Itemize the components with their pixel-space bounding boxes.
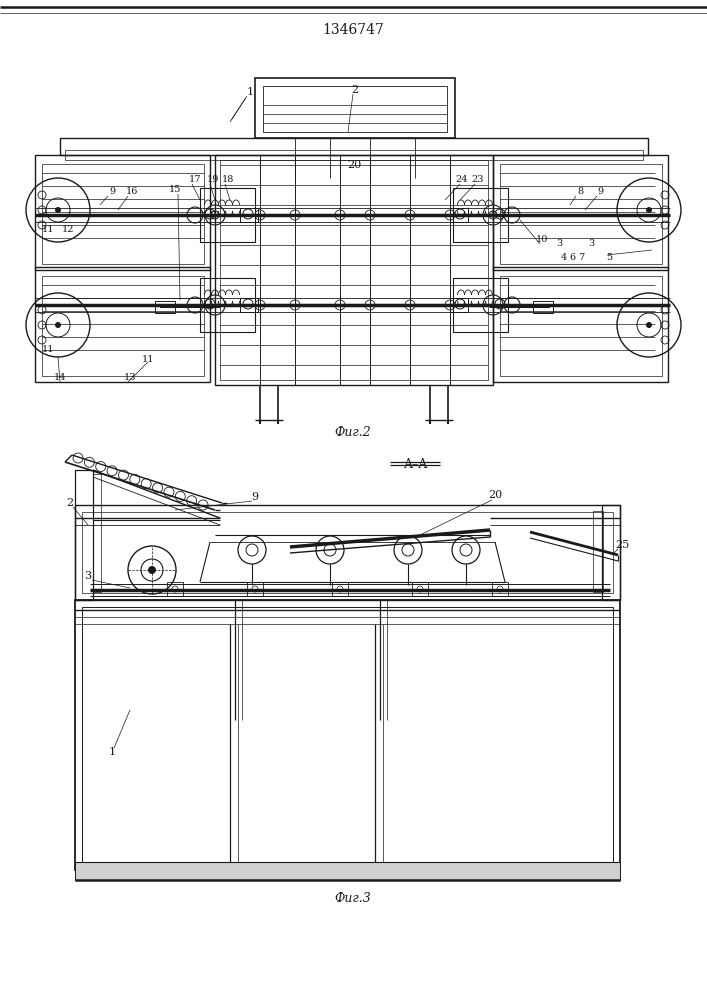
Text: 4: 4 — [561, 253, 567, 262]
Bar — [493, 267, 668, 382]
Text: 11: 11 — [141, 356, 154, 364]
Text: 11: 11 — [42, 346, 54, 355]
Bar — [82, 512, 613, 593]
Text: 3: 3 — [556, 238, 562, 247]
Bar — [75, 862, 620, 880]
Bar — [200, 278, 255, 332]
Text: Фиг.3: Фиг.3 — [334, 892, 371, 904]
Bar — [200, 188, 255, 242]
Circle shape — [55, 322, 61, 328]
Text: 8: 8 — [577, 188, 583, 196]
Text: Фиг.2: Фиг.2 — [334, 426, 371, 438]
Text: 14: 14 — [54, 373, 66, 382]
Text: 1346747: 1346747 — [322, 23, 384, 37]
Text: 1: 1 — [108, 747, 115, 757]
Bar — [82, 607, 613, 863]
Bar — [155, 301, 175, 313]
Bar — [500, 276, 662, 376]
Text: 11: 11 — [42, 226, 54, 234]
Bar — [42, 276, 204, 376]
Bar — [215, 155, 493, 385]
Bar — [602, 505, 620, 600]
Bar — [332, 582, 348, 596]
Bar — [35, 267, 210, 382]
Text: 2: 2 — [351, 85, 358, 95]
Text: 10: 10 — [536, 235, 548, 244]
Bar — [533, 301, 553, 313]
Bar — [492, 582, 508, 596]
Circle shape — [646, 322, 652, 328]
Text: 9: 9 — [109, 188, 115, 196]
Bar — [493, 155, 668, 270]
Bar — [220, 160, 488, 380]
Text: 25: 25 — [615, 540, 629, 550]
Bar — [167, 582, 183, 596]
Text: 9: 9 — [597, 188, 603, 196]
Text: 20: 20 — [488, 490, 502, 500]
Text: 18: 18 — [222, 176, 234, 184]
Bar — [60, 138, 648, 155]
Text: 1: 1 — [247, 87, 254, 97]
Text: 12: 12 — [62, 226, 74, 234]
Text: 24: 24 — [456, 176, 468, 184]
Text: 17: 17 — [189, 176, 201, 184]
Text: 16: 16 — [126, 188, 138, 196]
Bar — [75, 505, 620, 600]
Bar — [240, 298, 258, 312]
Bar — [453, 278, 508, 332]
Text: 2: 2 — [66, 498, 74, 508]
Bar — [450, 208, 468, 222]
Circle shape — [55, 207, 61, 213]
Text: A–A: A–A — [403, 458, 427, 472]
Circle shape — [646, 207, 652, 213]
Bar — [75, 470, 93, 600]
Bar — [255, 78, 455, 138]
Text: 13: 13 — [124, 373, 136, 382]
Bar — [593, 511, 603, 592]
Bar — [240, 208, 258, 222]
Bar — [263, 86, 447, 132]
Text: 15: 15 — [169, 186, 181, 194]
Bar — [65, 150, 643, 160]
Bar — [450, 298, 468, 312]
Bar — [412, 582, 428, 596]
Text: 19: 19 — [207, 176, 219, 184]
Text: 7: 7 — [578, 253, 584, 262]
Text: 23: 23 — [472, 176, 484, 184]
Text: 3: 3 — [84, 571, 92, 581]
Text: 3: 3 — [588, 238, 594, 247]
Bar — [35, 155, 210, 270]
Text: 9: 9 — [252, 492, 259, 502]
Circle shape — [148, 566, 156, 574]
Bar — [247, 582, 263, 596]
Bar — [93, 474, 101, 592]
Bar — [75, 600, 620, 870]
Text: 6: 6 — [569, 253, 575, 262]
Bar — [453, 188, 508, 242]
Bar — [500, 164, 662, 264]
Text: 5: 5 — [606, 253, 612, 262]
Bar — [42, 164, 204, 264]
Text: 20: 20 — [347, 160, 361, 170]
